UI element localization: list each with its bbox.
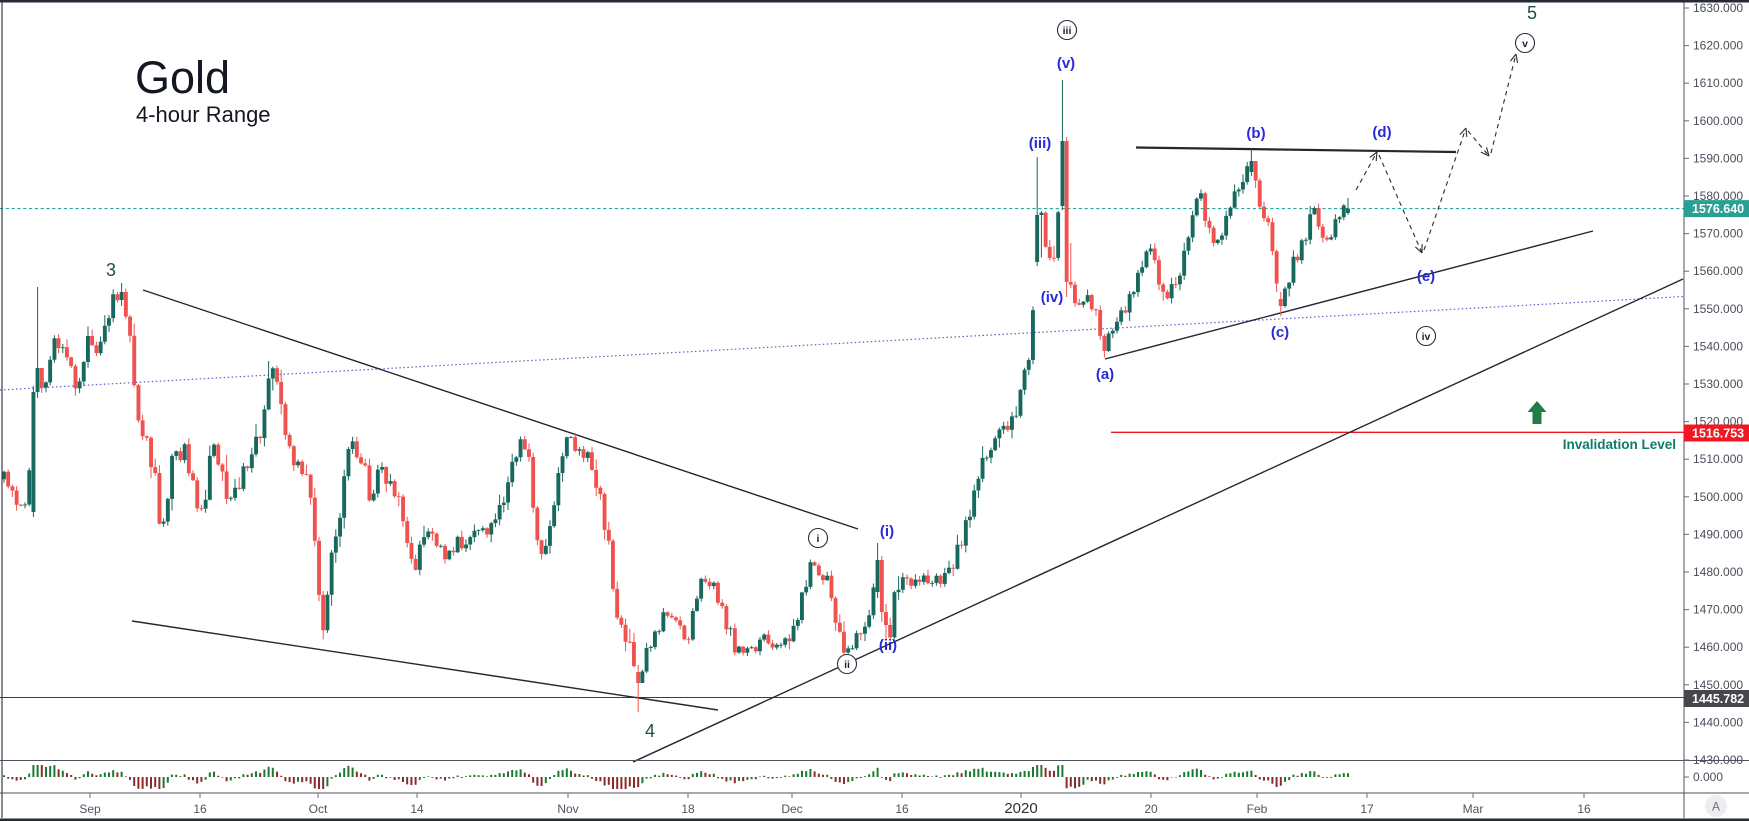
svg-text:1480.000: 1480.000	[1693, 565, 1743, 579]
svg-text:1576.640: 1576.640	[1692, 202, 1744, 216]
svg-text:1500.000: 1500.000	[1693, 490, 1743, 504]
svg-text:1580.000: 1580.000	[1693, 189, 1743, 203]
svg-text:1516.753: 1516.753	[1692, 427, 1744, 441]
svg-text:1620.000: 1620.000	[1693, 39, 1743, 53]
svg-text:Sep: Sep	[79, 802, 101, 816]
svg-text:1540.000: 1540.000	[1693, 339, 1743, 353]
svg-text:1630.000: 1630.000	[1693, 1, 1743, 15]
svg-text:2020: 2020	[1004, 800, 1037, 817]
svg-text:1445.782: 1445.782	[1692, 692, 1744, 706]
svg-text:Dec: Dec	[781, 802, 802, 816]
svg-text:Invalidation Level: Invalidation Level	[1563, 437, 1676, 452]
svg-text:1510.000: 1510.000	[1693, 452, 1743, 466]
svg-text:4: 4	[645, 721, 655, 741]
svg-text:16: 16	[1577, 802, 1591, 816]
svg-text:1600.000: 1600.000	[1693, 114, 1743, 128]
svg-text:1610.000: 1610.000	[1693, 76, 1743, 90]
svg-text:(c): (c)	[1271, 324, 1289, 341]
svg-text:1490.000: 1490.000	[1693, 527, 1743, 541]
svg-text:(iii): (iii)	[1029, 135, 1052, 152]
svg-text:1430.000: 1430.000	[1693, 753, 1743, 767]
svg-text:1450.000: 1450.000	[1693, 678, 1743, 692]
svg-text:ii: ii	[844, 659, 850, 671]
svg-text:i: i	[817, 533, 820, 545]
svg-text:3: 3	[106, 260, 116, 280]
svg-text:Oct: Oct	[309, 802, 328, 816]
svg-text:iii: iii	[1063, 25, 1072, 37]
svg-text:A: A	[1712, 800, 1720, 814]
svg-text:4-hour Range: 4-hour Range	[136, 102, 271, 127]
svg-text:iv: iv	[1422, 331, 1431, 343]
svg-text:1550.000: 1550.000	[1693, 302, 1743, 316]
svg-text:0.000: 0.000	[1693, 770, 1723, 784]
svg-text:1440.000: 1440.000	[1693, 715, 1743, 729]
svg-text:1570.000: 1570.000	[1693, 227, 1743, 241]
svg-text:1560.000: 1560.000	[1693, 264, 1743, 278]
svg-text:(i): (i)	[880, 523, 894, 540]
svg-text:20: 20	[1144, 802, 1158, 816]
svg-text:(b): (b)	[1246, 125, 1265, 142]
svg-text:1530.000: 1530.000	[1693, 377, 1743, 391]
svg-text:5: 5	[1527, 3, 1537, 23]
svg-text:14: 14	[410, 802, 424, 816]
svg-text:Gold: Gold	[135, 52, 230, 103]
svg-text:16: 16	[895, 802, 909, 816]
svg-text:1460.000: 1460.000	[1693, 640, 1743, 654]
svg-text:v: v	[1522, 38, 1528, 50]
svg-text:Mar: Mar	[1463, 802, 1484, 816]
svg-text:Feb: Feb	[1247, 802, 1268, 816]
svg-text:(iv): (iv)	[1041, 289, 1064, 306]
svg-text:18: 18	[681, 802, 695, 816]
svg-text:(e): (e)	[1417, 268, 1435, 285]
svg-text:(v): (v)	[1057, 55, 1075, 72]
svg-text:16: 16	[193, 802, 207, 816]
svg-text:1590.000: 1590.000	[1693, 151, 1743, 165]
svg-text:Nov: Nov	[557, 802, 578, 816]
svg-text:(ii): (ii)	[879, 637, 897, 654]
svg-text:(a): (a)	[1096, 366, 1114, 383]
svg-text:1470.000: 1470.000	[1693, 603, 1743, 617]
svg-text:(d): (d)	[1372, 124, 1391, 141]
svg-text:17: 17	[1360, 802, 1374, 816]
